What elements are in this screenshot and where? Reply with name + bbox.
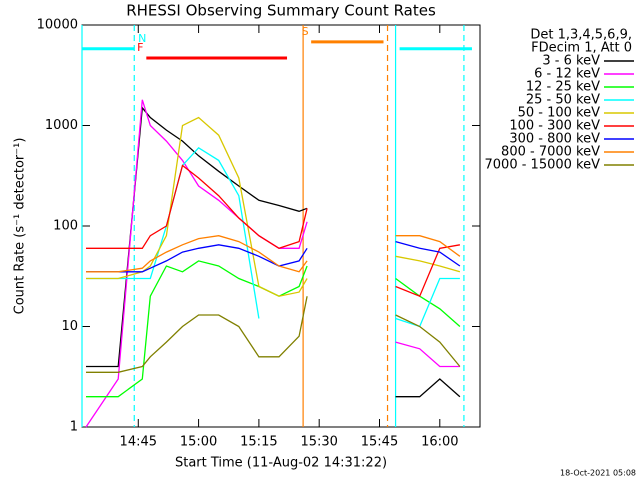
legend-label: 50 - 100 keV [518, 106, 601, 121]
chart-title: RHESSI Observing Summary Count Rates [126, 2, 436, 20]
y-axis-label: Count Rate (s⁻¹ detector⁻¹) [13, 138, 28, 315]
legend-label: 25 - 50 keV [526, 93, 600, 108]
legend-label: 100 - 300 keV [509, 119, 600, 134]
series-line [86, 116, 461, 297]
footer: 18-Oct-2021 05:08 [560, 469, 636, 478]
legend-label: 7000 - 15000 keV [485, 158, 601, 173]
series-line [86, 240, 461, 273]
series-line [86, 260, 461, 398]
legend-label: 3 - 6 keV [542, 54, 600, 69]
legend-header: FDecim 1, Att 0 [531, 41, 632, 56]
x-tick-label: 16:00 [421, 435, 458, 450]
flag-label: N [138, 32, 146, 45]
y-tick-label: 10000 [37, 18, 78, 33]
x-tick-label: 15:45 [361, 435, 398, 450]
flag-label: S [302, 25, 309, 38]
x-axis-label: Start Time (11-Aug-02 14:31:22) [175, 456, 387, 471]
legend-label: 300 - 800 keV [509, 132, 600, 147]
y-tick-label: 10 [61, 319, 78, 334]
legend-label: 12 - 25 keV [526, 80, 600, 95]
series-line [86, 146, 460, 328]
series-line [86, 164, 461, 298]
series-line [86, 106, 461, 398]
flag-label: F [137, 41, 143, 54]
series-line [86, 296, 461, 373]
x-tick-label: 15:30 [300, 435, 337, 450]
x-tick-label: 14:45 [120, 435, 157, 450]
legend-label: 6 - 12 keV [534, 67, 600, 82]
legend-label: 800 - 7000 keV [501, 145, 600, 160]
y-tick-label: 1000 [45, 118, 78, 133]
y-tick-label: 100 [53, 219, 78, 234]
y-tick-label: 1 [70, 420, 78, 435]
x-tick-label: 15:00 [180, 435, 217, 450]
x-tick-label: 15:15 [240, 435, 277, 450]
legend-header: Det 1,3,4,5,6,9, [530, 28, 632, 43]
series-line [86, 235, 461, 273]
